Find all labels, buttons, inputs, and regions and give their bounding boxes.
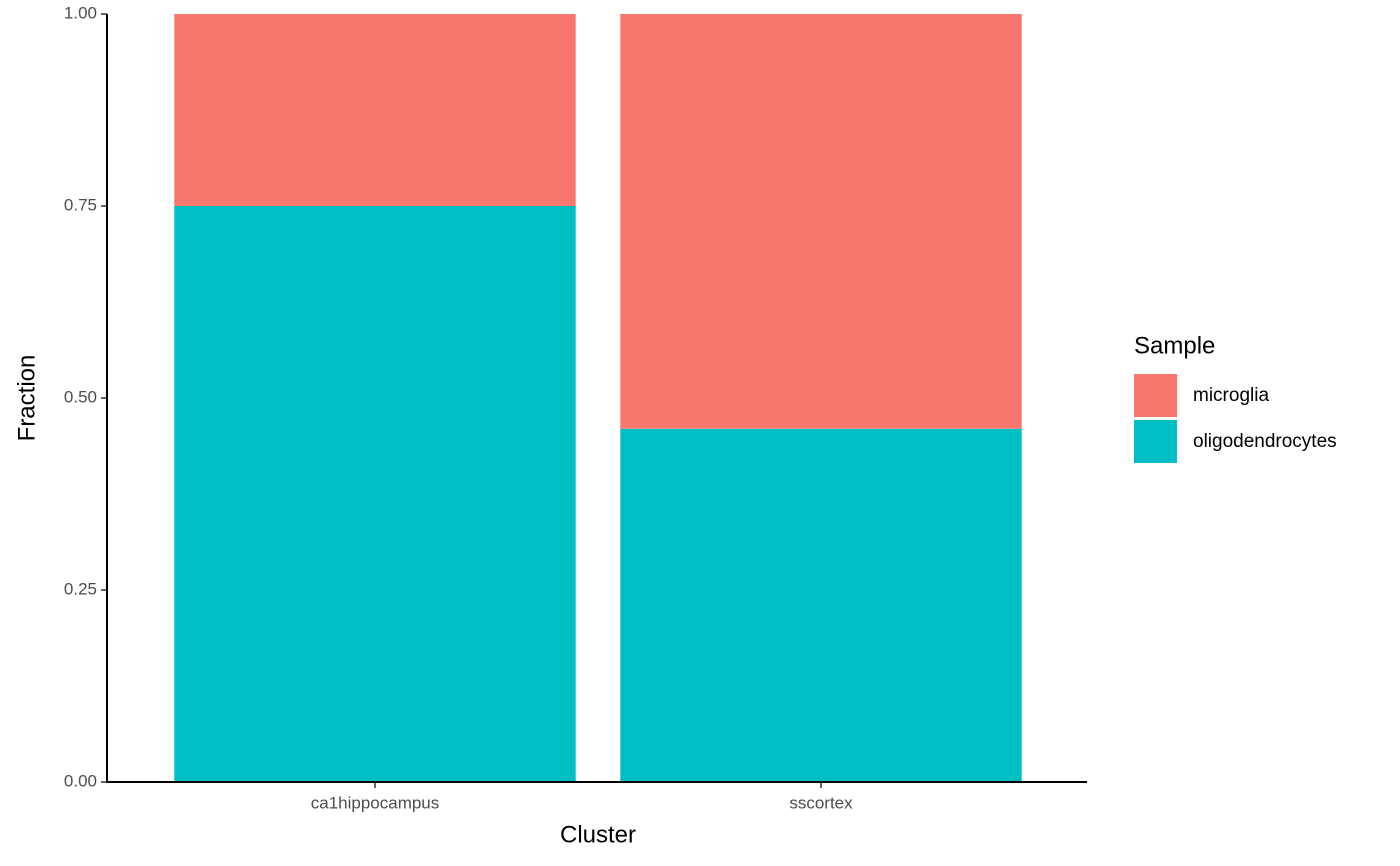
y-tick-label: 1.00 [64,3,97,22]
bar-segment [174,14,576,206]
y-tick-label: 0.25 [64,579,97,598]
bar-segment [620,428,1022,782]
legend-title: Sample [1134,332,1215,359]
legend-label: microglia [1193,385,1269,406]
y-tick-label: 0.00 [64,771,97,790]
x-tick-label: ca1hippocampus [311,793,440,812]
y-tick-label: 0.50 [64,387,97,406]
bar-segment [620,14,1022,429]
legend-key [1134,374,1177,417]
x-axis-title: Cluster [560,821,636,848]
bar-segment [174,206,576,782]
y-tick-label: 0.75 [64,195,97,214]
legend-label: oligodendrocytes [1193,431,1337,452]
legend-key [1134,420,1177,463]
x-tick-label: sscortex [789,793,853,812]
y-axis-title: Fraction [13,355,40,442]
